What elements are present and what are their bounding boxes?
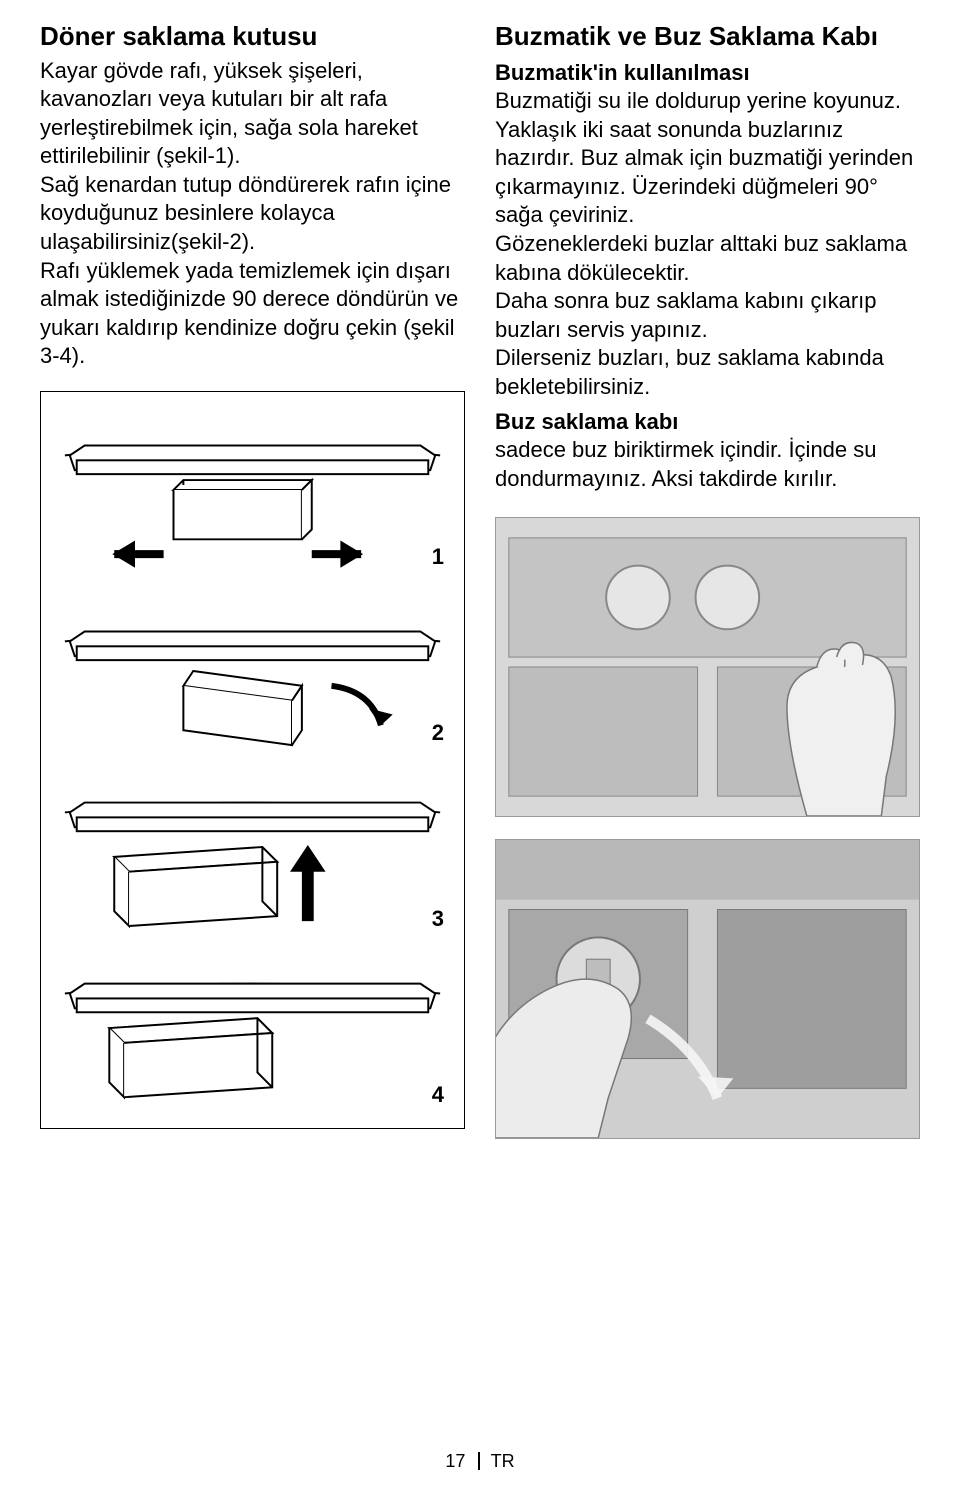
page-lang: TR — [491, 1451, 515, 1471]
panel-number-1: 1 — [432, 544, 444, 570]
right-column: Buzmatik ve Buz Saklama Kabı Buzmatik'in… — [495, 20, 920, 1139]
figure-panel-3: 3 — [55, 768, 450, 936]
panel-number-2: 2 — [432, 720, 444, 746]
icematic-photo-2 — [495, 839, 920, 1139]
right-paragraph-1: Buzmatiği su ile doldurup yerine koyunuz… — [495, 87, 920, 230]
shelf-illustration-2 — [55, 592, 450, 750]
right-title: Buzmatik ve Buz Saklama Kabı — [495, 20, 920, 53]
shelf-illustration-4 — [55, 954, 450, 1112]
figure-panel-4: 4 — [55, 954, 450, 1112]
panel-number-3: 3 — [432, 906, 444, 932]
right-paragraph-5: sadece buz biriktirmek içindir. İçinde s… — [495, 436, 920, 493]
figure-panel-1: 1 — [55, 406, 450, 574]
right-subhead-1: Buzmatik'in kullanılması — [495, 59, 920, 88]
left-paragraph-3: Rafı yüklemek yada temizlemek için dışar… — [40, 257, 465, 371]
right-paragraph-2: Gözeneklerdeki buzlar alttaki buz saklam… — [495, 230, 920, 287]
footer-divider — [478, 1452, 480, 1470]
figure-box: 1 — [40, 391, 465, 1129]
figure-panel-2: 2 — [55, 592, 450, 750]
left-column: Döner saklama kutusu Kayar gövde rafı, y… — [40, 20, 465, 1139]
shelf-illustration-3 — [55, 768, 450, 936]
right-paragraph-3: Daha sonra buz saklama kabını çıkarıp bu… — [495, 287, 920, 344]
page-number: 17 — [445, 1451, 465, 1471]
panel-number-4: 4 — [432, 1082, 444, 1108]
left-title: Döner saklama kutusu — [40, 20, 465, 53]
left-paragraph-1: Kayar gövde rafı, yüksek şişeleri, kavan… — [40, 57, 465, 171]
left-paragraph-2: Sağ kenardan tutup döndürerek rafın için… — [40, 171, 465, 257]
page-footer: 17 TR — [0, 1451, 960, 1472]
right-paragraph-4: Dilerseniz buzları, buz saklama kabında … — [495, 344, 920, 401]
shelf-illustration-1 — [55, 406, 450, 574]
right-subhead-2: Buz saklama kabı — [495, 408, 920, 437]
icematic-photo-1 — [495, 517, 920, 817]
two-column-layout: Döner saklama kutusu Kayar gövde rafı, y… — [40, 20, 920, 1139]
